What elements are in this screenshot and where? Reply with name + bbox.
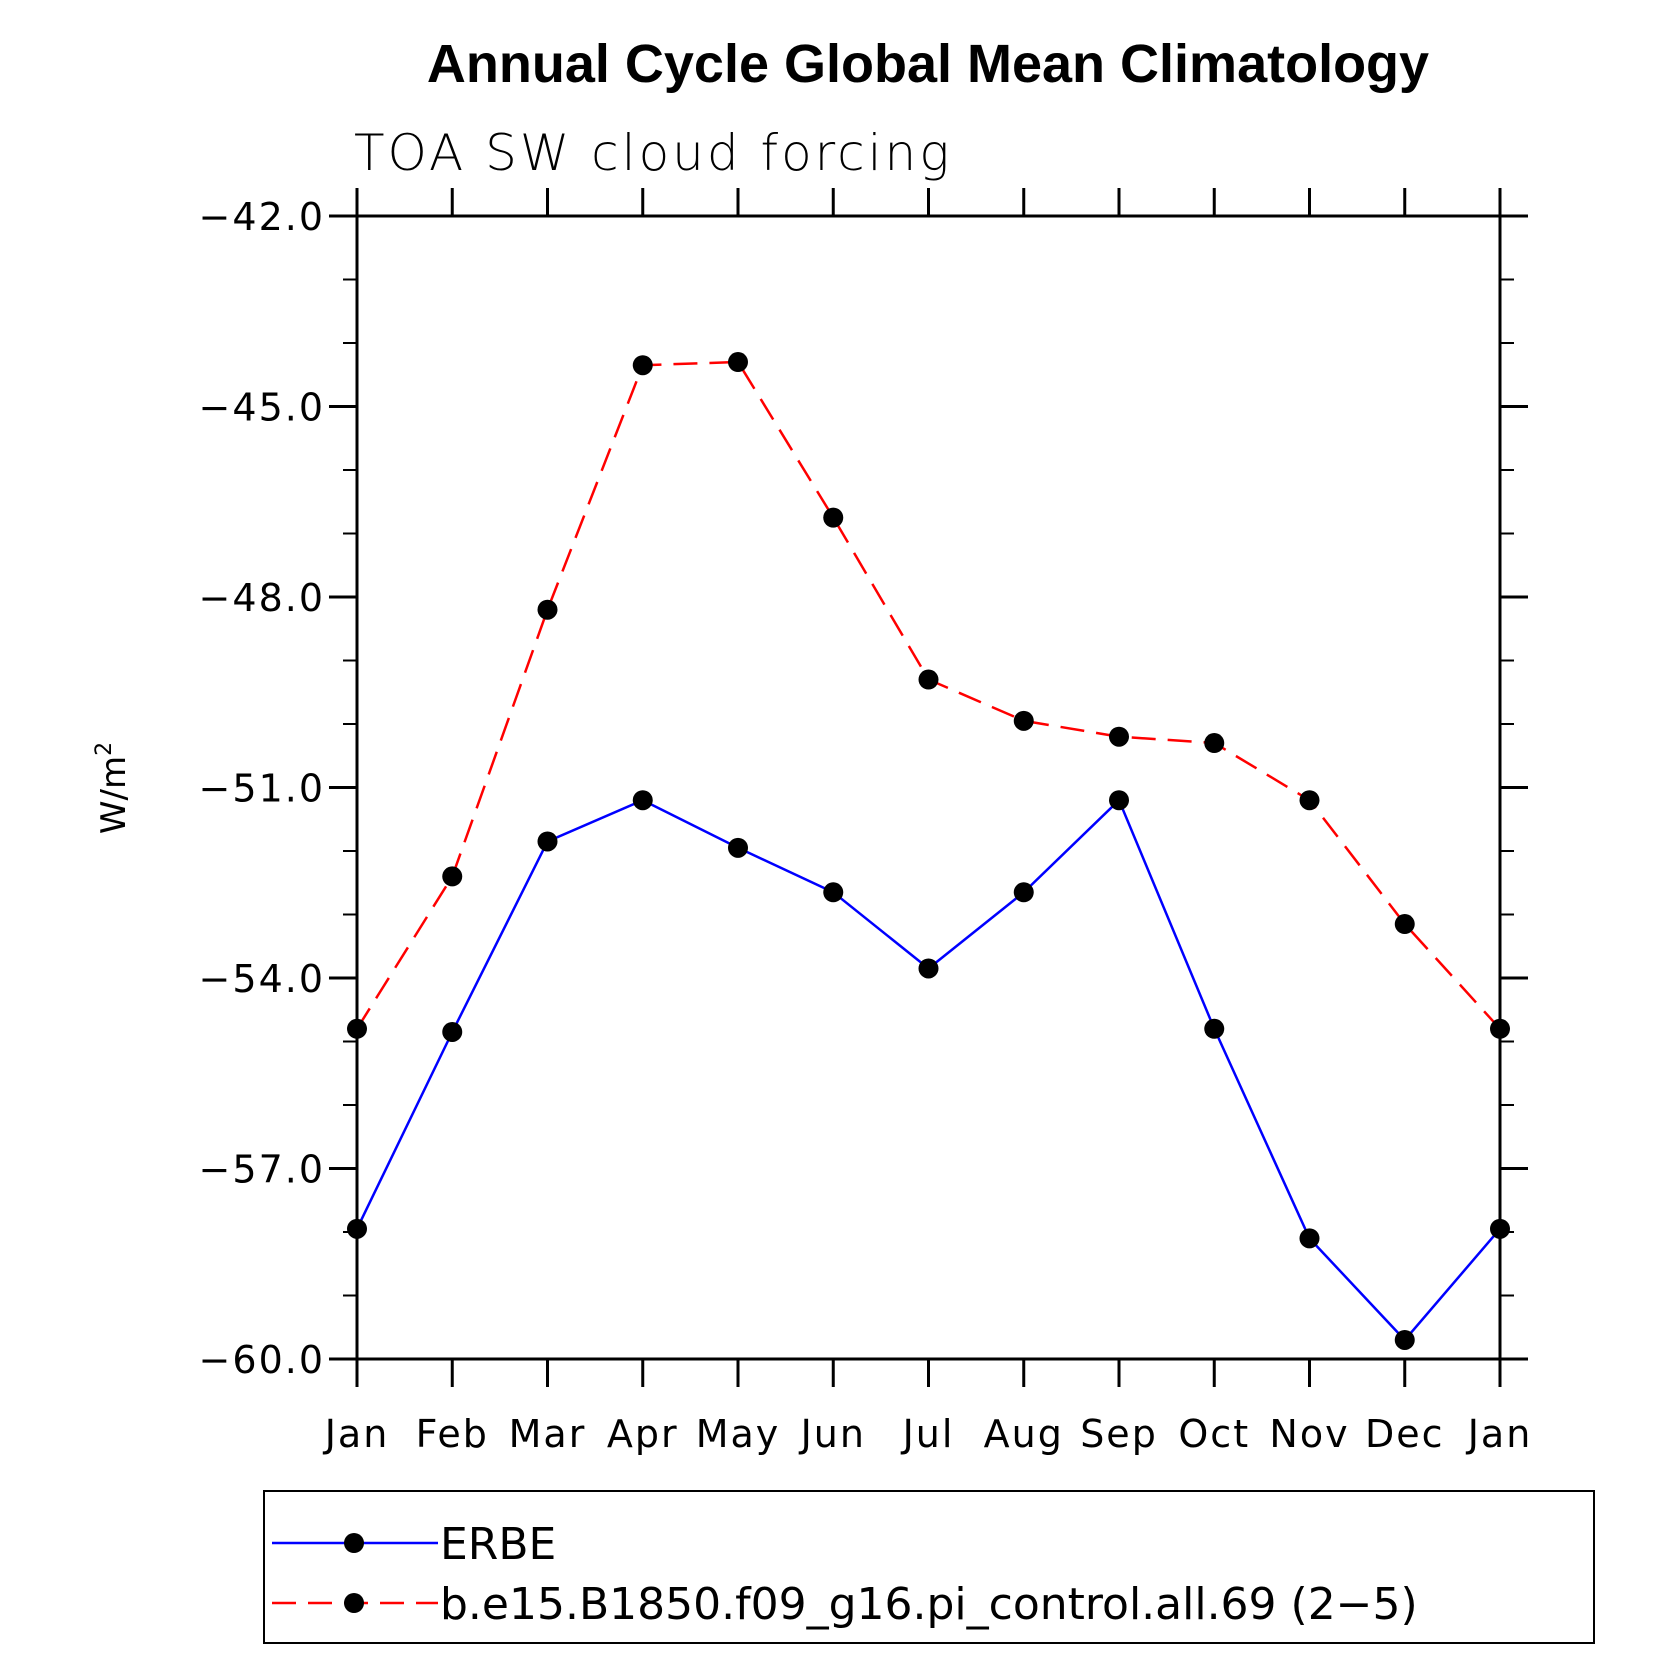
y-tick-label: −45.0: [199, 386, 325, 430]
y-tick-label: −48.0: [199, 576, 325, 620]
legend-entry-1: ERBE: [272, 1519, 556, 1570]
data-point: [632, 790, 653, 811]
y-tick-label: −42.0: [199, 195, 325, 239]
y-axis-label: W/m2: [92, 742, 134, 834]
x-tick-label: Jan: [323, 1412, 390, 1456]
series-line: [355, 798, 1501, 1342]
x-tick-label: May: [696, 1412, 781, 1456]
data-point: [918, 669, 939, 690]
legend-marker: [344, 1593, 364, 1613]
x-tick-label: Aug: [984, 1412, 1064, 1456]
data-point: [1299, 790, 1320, 811]
data-point: [1204, 1018, 1225, 1039]
data-point: [1394, 1329, 1415, 1350]
legend-label: ERBE: [440, 1519, 556, 1570]
x-tick-label: Sep: [1080, 1412, 1158, 1456]
data-point: [1204, 733, 1225, 754]
legend: ERBE b.e15.B1850.f09_g16.pi_control.all.6…: [263, 1490, 1595, 1644]
data-point: [823, 882, 844, 903]
data-point: [1013, 882, 1034, 903]
data-point: [537, 599, 558, 620]
x-tick-label: Jun: [799, 1412, 866, 1456]
data-point: [1013, 710, 1034, 731]
x-tick-label: Mar: [509, 1412, 587, 1456]
data-point: [728, 352, 748, 373]
x-tick-label: Nov: [1269, 1412, 1349, 1456]
data-point: [1394, 914, 1415, 935]
y-axis-label-superscript: 2: [92, 742, 117, 756]
chart-title: Annual Cycle Global Mean Climatology: [427, 34, 1429, 94]
data-point: [632, 355, 653, 376]
series-2: [347, 352, 1510, 1039]
x-tick-label: Jul: [901, 1412, 955, 1456]
x-tick-label: Dec: [1365, 1412, 1445, 1456]
x-tick-label: Jan: [1466, 1412, 1533, 1456]
series-1: [347, 790, 1510, 1350]
data-point: [1299, 1228, 1320, 1249]
data-point: [1109, 726, 1129, 747]
legend-entry-2: b.e15.B1850.f09_g16.pi_control.all.69 (2…: [272, 1579, 1418, 1630]
y-tick-label: −54.0: [199, 957, 325, 1001]
legend-label: b.e15.B1850.f09_g16.pi_control.all.69 (2…: [440, 1579, 1418, 1630]
data-point: [918, 958, 939, 979]
x-tick-label: Apr: [607, 1412, 679, 1456]
legend-marker: [344, 1533, 364, 1553]
y-tick-labels: −60.0 −57.0 −54.0 −51.0 −48.0 −45.0 −42.0: [199, 195, 325, 1382]
data-point: [442, 1021, 463, 1042]
data-point: [537, 831, 558, 852]
series-line: [355, 360, 1501, 1030]
x-tick-labels: Jan Feb Mar Apr May Jun Jul Aug Sep Oct Nov Dec Jan: [323, 1412, 1533, 1456]
data-point: [442, 866, 463, 887]
y-tick-label: −60.0: [199, 1338, 325, 1382]
chart-subtitle: TOA SW cloud forcing: [354, 124, 952, 182]
data-point: [1109, 790, 1129, 811]
axis-ticks: [329, 188, 1528, 1387]
y-axis-label-text: W/m: [94, 756, 134, 834]
data-point: [823, 507, 844, 528]
plot-frame: [355, 214, 1502, 1361]
legend-box: [263, 1490, 1595, 1644]
data-point: [728, 837, 748, 858]
y-tick-label: −57.0: [199, 1148, 325, 1192]
series-layer: [347, 352, 1510, 1350]
x-tick-label: Feb: [416, 1412, 489, 1456]
x-tick-label: Oct: [1178, 1412, 1250, 1456]
y-tick-label: −51.0: [199, 767, 325, 811]
